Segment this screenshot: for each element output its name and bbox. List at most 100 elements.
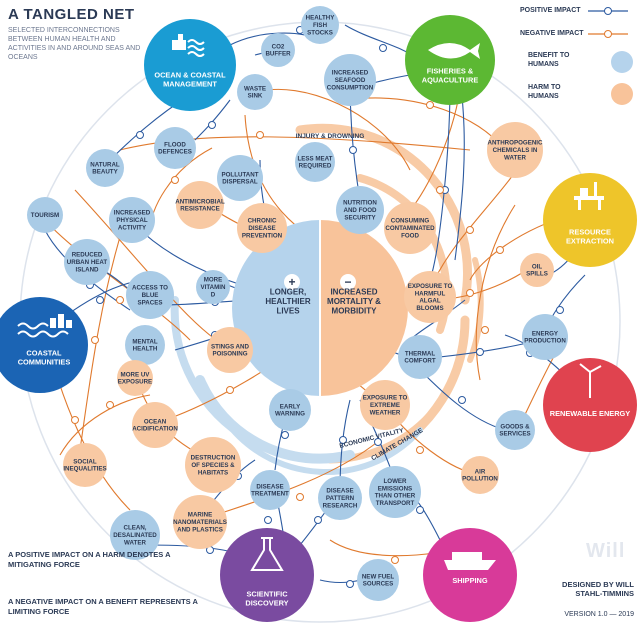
activity-scientific-label: SCIENTIFIC DISCOVERY: [245, 590, 288, 608]
note-negative: A NEGATIVE IMPACT ON A BENEFIT REPRESENT…: [8, 597, 198, 616]
factor-extreme-weather: EXPOSURE TO EXTREME WEATHER: [360, 380, 410, 430]
svg-text:+: +: [288, 275, 295, 289]
factor-node-circle: [261, 33, 295, 67]
factor-node-circle: [360, 380, 410, 430]
svg-text:−: −: [344, 275, 351, 289]
factor-node-circle: [154, 127, 196, 169]
factor-label: ACCESS TO BLUE SPACES: [132, 285, 168, 307]
activity-shipping-label: SHIPPING: [452, 576, 488, 585]
factor-node-circle: [301, 6, 339, 44]
factor-destruction: DESTRUCTION OF SPECIES & HABITATS: [185, 437, 241, 493]
watermark-logo: Will: [586, 540, 626, 562]
factor-vitamin-d: MORE VITAMIN D: [196, 270, 230, 304]
factor-label: DISEASE TREATMENT: [251, 483, 289, 497]
activity-scientific: SCIENTIFIC DISCOVERY: [220, 528, 314, 622]
factor-label: ANTHROPOGENIC CHEMICALS IN WATER: [487, 140, 543, 162]
factor-node-circle: [217, 155, 263, 201]
factor-node-circle: [117, 360, 153, 396]
factor-label: EARLY WARNING: [275, 403, 305, 417]
factor-label: MORE UV EXPOSURE: [118, 371, 152, 385]
legend-benefit: BENEFIT TO HUMANS: [528, 52, 570, 68]
factor-thermal: THERMAL COMFORT: [398, 335, 442, 379]
factor-node-circle: [295, 142, 335, 182]
factor-disease-treatment: DISEASE TREATMENT: [250, 470, 290, 510]
factor-label: CO2 BUFFER: [265, 43, 291, 57]
factor-nutrition: NUTRITION AND FOOD SECURITY: [336, 186, 384, 234]
legend-positive-swatch: [588, 7, 628, 15]
factor-label: CHRONIC DISEASE PREVENTION: [242, 218, 283, 240]
factor-node-circle: [250, 470, 290, 510]
factor-node-circle: [336, 186, 384, 234]
factor-label: LESS MEAT REQUIRED: [298, 155, 333, 169]
factor-energy: ENERGY PRODUCTION: [522, 314, 568, 360]
ocean-icon: [172, 34, 205, 57]
factor-node-circle: [357, 559, 399, 601]
factor-label: LOWER EMISSIONS THAN OTHER TRANSPORT: [375, 478, 416, 507]
factor-stings: STINGS AND POISONING: [207, 327, 253, 373]
factor-label: STINGS AND POISONING: [211, 343, 249, 357]
note-positive: A POSITIVE IMPACT ON A HARM DENOTES A MI…: [8, 550, 171, 569]
factor-label: INCREASED SEAFOOD CONSUMPTION: [327, 70, 374, 92]
factor-inequalities: SOCIAL INEQUALITIES: [63, 443, 107, 487]
factor-disease-pattern: DISEASE PATTERN RESEARCH: [318, 476, 362, 520]
factor-flood: FLOOD DEFENCES: [154, 127, 196, 169]
flask-icon: [250, 537, 284, 571]
factor-healthy-fish: HEALTHY FISH STOCKS: [301, 6, 339, 44]
factor-node-circle: [369, 466, 421, 518]
factor-node-circle: [269, 389, 311, 431]
factor-node-circle: [27, 197, 63, 233]
factor-node-circle: [132, 402, 178, 448]
factor-node-circle: [398, 335, 442, 379]
plus-symbol: [284, 274, 300, 290]
factor-tourism: TOURISM: [27, 197, 63, 233]
factor-label: MORE VITAMIN D: [201, 277, 227, 299]
factor-less-meat: LESS MEAT REQUIRED: [295, 142, 335, 182]
center-harm-half: [320, 220, 408, 396]
factor-label: NEW FUEL SOURCES: [362, 573, 395, 587]
factor-label: WASTE SINK: [244, 85, 266, 99]
factor-anthropogenic: ANTHROPOGENIC CHEMICALS IN WATER: [487, 122, 543, 178]
center-hub: + − LONGER, HEALTHIER LIVES INCREASED MORTA…: [232, 220, 408, 396]
factor-label: OCEAN ACIDIFICATION: [132, 418, 178, 432]
factor-node-circle: [522, 314, 568, 360]
factor-node-circle: [110, 510, 160, 560]
factor-uv: MORE UV EXPOSURE: [117, 360, 153, 396]
factor-label: INCREASED PHYSICAL ACTIVITY: [114, 210, 151, 232]
legend-positive: POSITIVE IMPACT: [520, 7, 581, 14]
activity-coastal: COASTAL COMMUNITIES: [0, 297, 88, 393]
factor-node-circle: [404, 271, 456, 323]
factor-label: THERMAL COMFORT: [404, 350, 435, 364]
factor-node-circle: [207, 327, 253, 373]
activity-resource-label: RESOURCE EXTRACTION: [566, 228, 614, 246]
factor-label: NATURAL BEAUTY: [90, 161, 120, 175]
factor-label: EXPOSURE TO EXTREME WEATHER: [363, 395, 408, 417]
factor-label: DISEASE PATTERN RESEARCH: [323, 488, 358, 510]
legend-harm: HARM TO HUMANS: [528, 84, 561, 100]
factor-label: MENTAL HEALTH: [132, 338, 158, 352]
fish-icon: [428, 43, 480, 59]
factor-label: FLOOD DEFENCES: [158, 141, 192, 155]
factor-acidification: OCEAN ACIDIFICATION: [132, 402, 178, 448]
factor-desalinated: CLEAN, DESALINATED WATER: [110, 510, 160, 560]
wind-turbine-icon: [579, 363, 602, 398]
factor-blue-spaces: ACCESS TO BLUE SPACES: [126, 271, 174, 319]
designer-credit: DESIGNED BY WILL STAHL-TIMMINS: [562, 580, 634, 598]
activity-resource: RESOURCE EXTRACTION: [543, 173, 637, 267]
ring-blue-1: [195, 375, 355, 464]
factor-nanomaterials: MARINE NANOMATERIALS AND PLASTICS: [173, 495, 227, 549]
factor-oil-spills: OIL SPILLS: [520, 253, 554, 287]
factor-label: POLLUTANT DISPERSAL: [221, 171, 258, 185]
factor-label: ENERGY PRODUCTION: [524, 330, 566, 344]
factor-label: MARINE NANOMATERIALS AND PLASTICS: [173, 512, 227, 534]
ship-icon: [444, 552, 496, 570]
factor-node-circle: [86, 149, 124, 187]
factor-label: REDUCED URBAN HEAT ISLAND: [67, 252, 108, 274]
factor-heat-island: REDUCED URBAN HEAT ISLAND: [64, 239, 110, 285]
factor-co2-buffer: CO2 BUFFER: [261, 33, 295, 67]
activity-fisheries: FISHERIES & AQUACULTURE: [405, 15, 495, 105]
factor-goods: GOODS & SERVICES: [495, 410, 535, 450]
center-benefit-half: [232, 220, 320, 396]
factor-node-circle: [487, 122, 543, 178]
page-title: A TANGLED NET: [8, 6, 135, 23]
factor-waste-sink: WASTE SINK: [237, 74, 273, 110]
